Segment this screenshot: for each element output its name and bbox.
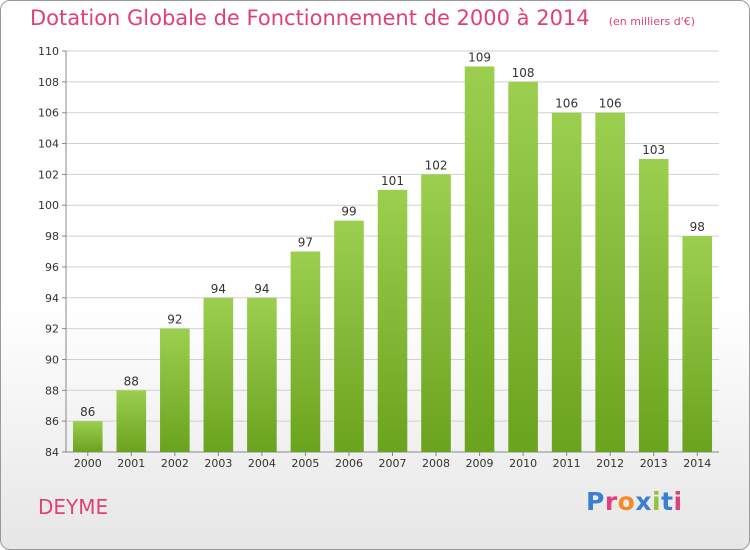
y-tick-label: 102 — [38, 168, 59, 181]
x-tick-label: 2006 — [335, 457, 363, 470]
x-tick-label: 2000 — [74, 457, 102, 470]
bar-value-label: 106 — [599, 97, 622, 111]
x-tick-label: 2011 — [553, 457, 581, 470]
x-tick-label: 2007 — [379, 457, 407, 470]
logo-letter: t — [661, 487, 674, 516]
title-row: Dotation Globale de Fonctionnement de 20… — [30, 6, 695, 30]
bar-value-label: 92 — [167, 313, 182, 327]
y-tick-label: 96 — [45, 261, 59, 274]
x-tick-label: 2014 — [683, 457, 711, 470]
logo-letter: x — [635, 487, 652, 516]
bar-value-label: 108 — [512, 66, 535, 80]
y-tick-label: 104 — [38, 138, 59, 151]
y-tick-label: 88 — [45, 384, 59, 397]
y-tick-label: 110 — [38, 45, 59, 58]
x-tick-label: 2012 — [596, 457, 624, 470]
bar — [247, 297, 277, 452]
bar — [203, 297, 234, 452]
bar — [682, 236, 713, 452]
y-tick-label: 86 — [45, 415, 59, 428]
bar-value-label: 109 — [468, 50, 491, 64]
bar-value-label: 101 — [381, 174, 404, 188]
bar-value-label: 103 — [642, 143, 665, 157]
y-tick-label: 106 — [38, 107, 59, 120]
x-tick-label: 2002 — [161, 457, 189, 470]
bar — [464, 66, 495, 452]
bar-value-label: 97 — [298, 236, 313, 250]
y-tick-label: 90 — [45, 353, 59, 366]
bar-value-label: 98 — [690, 220, 705, 234]
value-labels: 86 88 92 94 94 97 99 101 102 109 108 106 106 103 98 — [80, 50, 705, 419]
y-tick-label: 84 — [45, 446, 59, 459]
logo-letter: o — [617, 487, 636, 516]
y-tick-label: 100 — [38, 199, 59, 212]
x-tick-label: 2004 — [248, 457, 276, 470]
bar — [116, 390, 147, 452]
y-tick-label: 92 — [45, 323, 59, 336]
bar — [72, 421, 103, 452]
bar-value-label: 102 — [425, 158, 448, 172]
x-tick-label: 2008 — [422, 457, 450, 470]
y-tick-label: 98 — [45, 230, 59, 243]
bar-value-label: 94 — [211, 282, 226, 296]
x-tick-label: 2010 — [509, 457, 537, 470]
chart-unit: (en milliers d'€) — [608, 15, 696, 28]
bar — [595, 112, 625, 452]
bar — [508, 81, 538, 452]
bar — [334, 220, 364, 452]
logo-letter: i — [652, 487, 662, 516]
y-tick-label: 94 — [45, 292, 59, 305]
logo-letter: i — [673, 487, 683, 516]
bar-value-label: 88 — [124, 374, 139, 388]
bar — [551, 112, 582, 452]
logo-letter: P — [586, 487, 605, 516]
y-tick-label: 108 — [38, 76, 59, 89]
commune-name: DEYME — [38, 495, 109, 519]
bar — [290, 251, 321, 452]
x-tick-label: 2001 — [117, 457, 145, 470]
chart-title: Dotation Globale de Fonctionnement de 20… — [30, 6, 590, 30]
logo-letter: r — [604, 487, 618, 516]
bar — [160, 328, 190, 452]
bars — [72, 66, 713, 453]
bar — [377, 189, 408, 453]
bar-value-label: 106 — [555, 97, 578, 111]
x-tick-label: 2005 — [291, 457, 319, 470]
x-tick-label: 2009 — [466, 457, 494, 470]
x-tick-label: 2013 — [640, 457, 668, 470]
bar-value-label: 86 — [80, 405, 95, 419]
bar — [638, 158, 669, 452]
bar — [421, 174, 451, 452]
x-tick-label: 2003 — [204, 457, 232, 470]
bar-value-label: 99 — [341, 205, 356, 219]
bar-value-label: 94 — [254, 282, 269, 296]
proxiti-logo: Proxiti — [586, 487, 683, 516]
axes: 84 86 88 90 92 94 96 98 100 102 104 106 108 110 2000 20… — [38, 45, 719, 470]
